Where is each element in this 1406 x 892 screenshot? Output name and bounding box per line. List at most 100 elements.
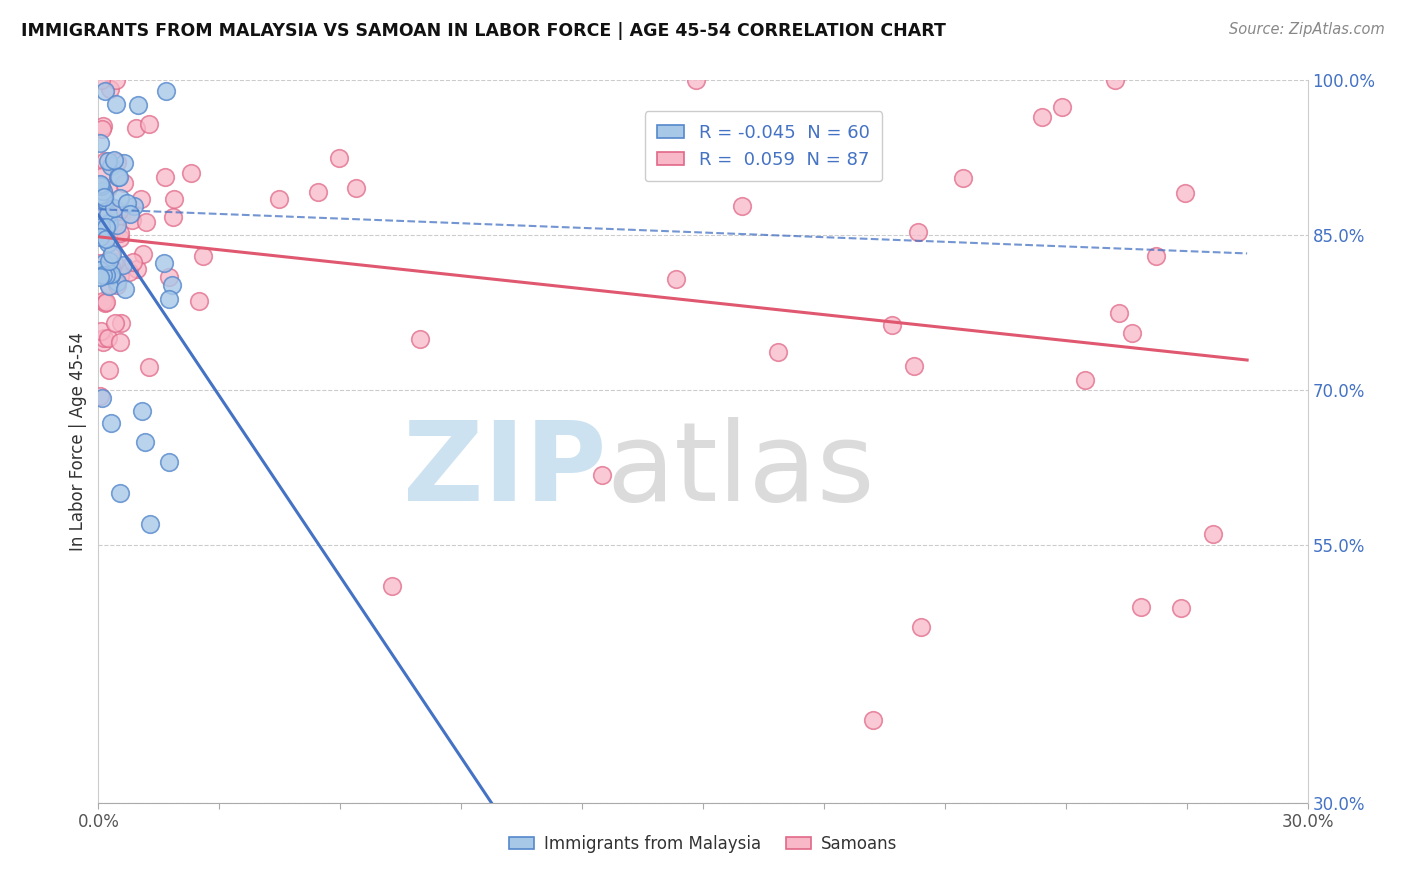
Point bbox=[108, 335, 131, 350]
Point bbox=[135, 214, 157, 228]
Point bbox=[112, 177, 135, 191]
Point bbox=[591, 468, 613, 483]
Point bbox=[110, 486, 132, 500]
Point bbox=[91, 391, 114, 405]
Point bbox=[104, 316, 127, 330]
Point bbox=[91, 335, 114, 350]
Point bbox=[89, 188, 111, 202]
Point bbox=[903, 359, 925, 373]
Point bbox=[711, 153, 734, 167]
Point bbox=[93, 330, 115, 344]
Point bbox=[89, 263, 111, 277]
Point bbox=[90, 324, 112, 338]
Point bbox=[115, 196, 138, 211]
Point bbox=[127, 97, 149, 112]
Point bbox=[89, 270, 111, 285]
Point bbox=[97, 278, 120, 293]
Point bbox=[180, 166, 202, 180]
Point bbox=[381, 579, 404, 593]
Point bbox=[100, 267, 122, 281]
Point bbox=[103, 201, 125, 215]
Point bbox=[91, 184, 114, 198]
Point bbox=[157, 269, 180, 284]
Point bbox=[97, 278, 120, 293]
Point bbox=[122, 198, 145, 212]
Point bbox=[108, 226, 131, 240]
Point bbox=[862, 713, 884, 727]
Point bbox=[89, 183, 111, 197]
Point bbox=[328, 151, 350, 165]
Point bbox=[105, 218, 128, 232]
Point bbox=[118, 265, 141, 279]
Point bbox=[107, 169, 129, 184]
Point bbox=[91, 122, 114, 136]
Point bbox=[105, 278, 128, 293]
Point bbox=[155, 84, 177, 98]
Point bbox=[880, 318, 903, 332]
Point bbox=[90, 186, 112, 201]
Point bbox=[94, 219, 117, 234]
Point bbox=[1170, 601, 1192, 615]
Point bbox=[97, 228, 120, 243]
Point bbox=[1050, 100, 1073, 114]
Point bbox=[907, 226, 929, 240]
Point bbox=[730, 199, 752, 213]
Point bbox=[89, 389, 111, 403]
Point bbox=[89, 255, 111, 269]
Point bbox=[111, 258, 134, 272]
Point bbox=[131, 403, 153, 417]
Point bbox=[93, 190, 115, 204]
Point bbox=[98, 216, 121, 230]
Point bbox=[910, 620, 932, 634]
Point bbox=[139, 517, 162, 532]
Point bbox=[110, 208, 132, 222]
Point bbox=[162, 210, 184, 224]
Point bbox=[90, 73, 112, 87]
Point bbox=[103, 255, 125, 269]
Point bbox=[114, 282, 136, 296]
Point bbox=[1174, 186, 1197, 200]
Point bbox=[766, 344, 789, 359]
Point bbox=[409, 332, 432, 346]
Legend: Immigrants from Malaysia, Samoans: Immigrants from Malaysia, Samoans bbox=[502, 828, 904, 860]
Point bbox=[91, 191, 114, 205]
Point bbox=[97, 154, 120, 169]
Point bbox=[101, 202, 124, 217]
Text: atlas: atlas bbox=[606, 417, 875, 524]
Point bbox=[108, 269, 131, 284]
Point bbox=[91, 268, 114, 282]
Point bbox=[97, 207, 120, 221]
Point bbox=[105, 155, 128, 169]
Point bbox=[134, 434, 156, 449]
Point bbox=[157, 292, 180, 306]
Point bbox=[129, 192, 152, 206]
Point bbox=[101, 247, 124, 261]
Point bbox=[107, 203, 129, 218]
Point bbox=[98, 81, 121, 95]
Point bbox=[952, 171, 974, 186]
Point bbox=[89, 136, 111, 151]
Text: IMMIGRANTS FROM MALAYSIA VS SAMOAN IN LABOR FORCE | AGE 45-54 CORRELATION CHART: IMMIGRANTS FROM MALAYSIA VS SAMOAN IN LA… bbox=[21, 22, 946, 40]
Point bbox=[93, 194, 115, 208]
Point bbox=[105, 275, 128, 289]
Point bbox=[1104, 73, 1126, 87]
Point bbox=[94, 267, 117, 281]
Point bbox=[104, 73, 127, 87]
Point bbox=[162, 278, 184, 293]
Y-axis label: In Labor Force | Age 45-54: In Labor Force | Age 45-54 bbox=[69, 332, 87, 551]
Point bbox=[1074, 373, 1097, 387]
Point bbox=[97, 253, 120, 268]
Point bbox=[307, 185, 329, 199]
Point bbox=[105, 97, 128, 112]
Point bbox=[97, 331, 120, 345]
Text: Source: ZipAtlas.com: Source: ZipAtlas.com bbox=[1229, 22, 1385, 37]
Point bbox=[97, 235, 120, 250]
Point bbox=[110, 316, 132, 330]
Point bbox=[89, 178, 111, 192]
Point bbox=[89, 209, 111, 223]
Point bbox=[100, 160, 122, 174]
Point bbox=[269, 193, 291, 207]
Point bbox=[121, 213, 143, 227]
Point bbox=[1121, 326, 1143, 340]
Point bbox=[1144, 249, 1167, 263]
